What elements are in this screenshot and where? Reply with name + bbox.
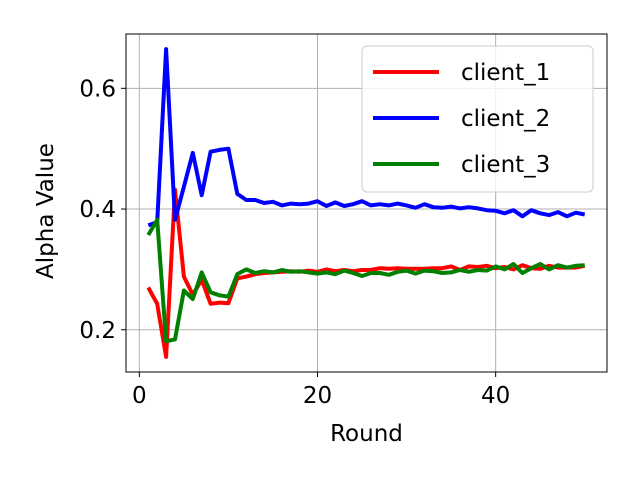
y-tick-label: 0.4 xyxy=(79,197,116,223)
legend-label-client_2: client_2 xyxy=(461,106,550,132)
series-lines xyxy=(146,47,586,359)
x-tick-label: 0 xyxy=(132,383,147,409)
axis-ticks: 0 20 40 0.2 0.4 0.6 xyxy=(79,76,510,409)
legend: client_1 client_2 client_3 xyxy=(361,45,594,193)
y-tick-label: 0.2 xyxy=(79,318,116,344)
series-line-client_2 xyxy=(147,47,586,228)
x-tick-label: 40 xyxy=(481,383,510,409)
legend-label-client_1: client_1 xyxy=(461,60,550,86)
series-line-client_3 xyxy=(146,217,585,344)
x-axis-label: Round xyxy=(330,421,403,447)
legend-box xyxy=(361,45,594,193)
legend-label-client_3: client_3 xyxy=(461,152,550,178)
y-axis-label: Alpha Value xyxy=(33,143,59,279)
x-tick-label: 20 xyxy=(303,383,332,409)
plot-frame xyxy=(125,33,608,373)
y-tick-label: 0.6 xyxy=(79,76,116,102)
series-line-client_1 xyxy=(146,187,586,359)
